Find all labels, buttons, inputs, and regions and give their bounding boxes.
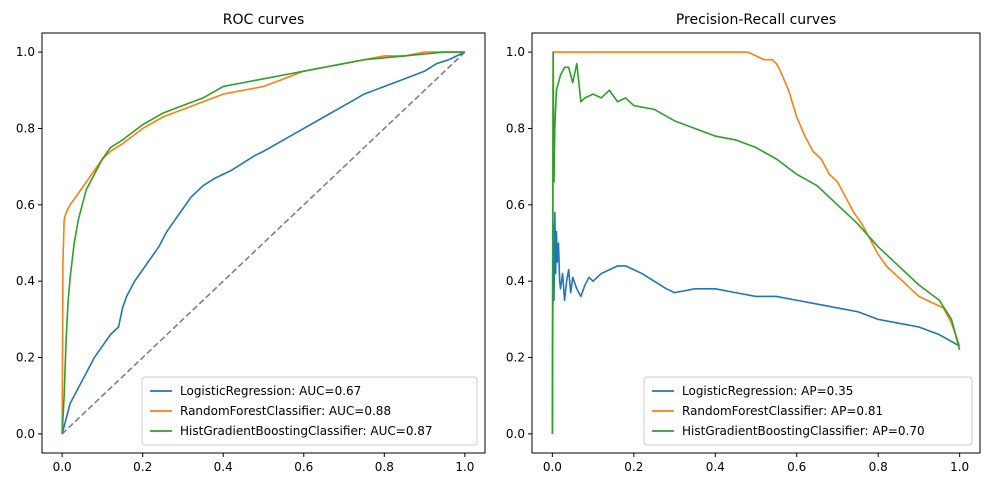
legend-label: LogisticRegression: AP=0.35 — [682, 384, 853, 398]
y-tick-label: 0.2 — [506, 351, 525, 365]
series-line-1 — [61, 51, 466, 435]
legend-label: HistGradientBoostingClassifier: AP=0.70 — [682, 424, 925, 438]
legend-box — [141, 376, 478, 446]
legend-label: HistGradientBoostingClassifier: AUC=0.87 — [180, 424, 433, 438]
y-tick-label: 1.0 — [16, 45, 35, 59]
chance-diagonal-line — [61, 51, 466, 435]
series-line-1 — [551, 211, 961, 434]
y-tick-label: 0.6 — [16, 198, 35, 212]
y-tick-label: 1.0 — [506, 45, 525, 59]
series-line-3 — [551, 51, 961, 434]
x-tick-label: 1.0 — [950, 460, 969, 474]
y-tick-label: 0.6 — [506, 198, 525, 212]
x-tick-label: 0.0 — [543, 460, 562, 474]
x-tick-label: 0.6 — [294, 460, 313, 474]
x-tick-label: 0.6 — [787, 460, 806, 474]
legend: LogisticRegression: AP=0.35 RandomForestC… — [643, 376, 973, 446]
x-tick-label: 0.8 — [375, 460, 394, 474]
series-line-2 — [551, 51, 961, 434]
x-tick-label: 0.4 — [706, 460, 725, 474]
chart-panel-2: Precision-Recall curves 0.0 0.2 0.4 0.6 0.8 1.… — [506, 12, 981, 474]
x-tick-label: 0.0 — [53, 460, 72, 474]
legend: LogisticRegression: AUC=0.67 RandomForest… — [141, 376, 478, 446]
legend-label: RandomForestClassifier: AUC=0.88 — [180, 404, 391, 418]
y-tick-label: 0.4 — [16, 274, 35, 288]
chart-panel-1: ROC curves 0.0 0.2 0.4 0.6 0.8 1.0 0.0 0.2 0.4 0.6… — [16, 12, 486, 474]
series-line-3 — [61, 51, 465, 434]
y-tick-label: 0.8 — [506, 121, 525, 135]
legend-label: RandomForestClassifier: AP=0.81 — [682, 404, 883, 418]
x-tick-label: 1.0 — [455, 460, 474, 474]
axes-frame — [41, 32, 486, 454]
x-tick-label: 0.2 — [133, 460, 152, 474]
axes-frame — [531, 32, 981, 454]
legend-label: LogisticRegression: AUC=0.67 — [180, 384, 361, 398]
chart-title: Precision-Recall curves — [676, 12, 836, 28]
x-tick-label: 0.8 — [869, 460, 888, 474]
y-tick-label: 0.0 — [16, 427, 35, 441]
x-tick-label: 0.4 — [214, 460, 233, 474]
legend-box — [643, 376, 973, 446]
y-tick-label: 0.0 — [506, 427, 525, 441]
y-tick-label: 0.4 — [506, 274, 525, 288]
series-line-2 — [61, 51, 465, 434]
y-tick-label: 0.8 — [16, 121, 35, 135]
y-tick-label: 0.2 — [16, 351, 35, 365]
x-tick-label: 0.2 — [624, 460, 643, 474]
chart-title: ROC curves — [223, 12, 305, 28]
